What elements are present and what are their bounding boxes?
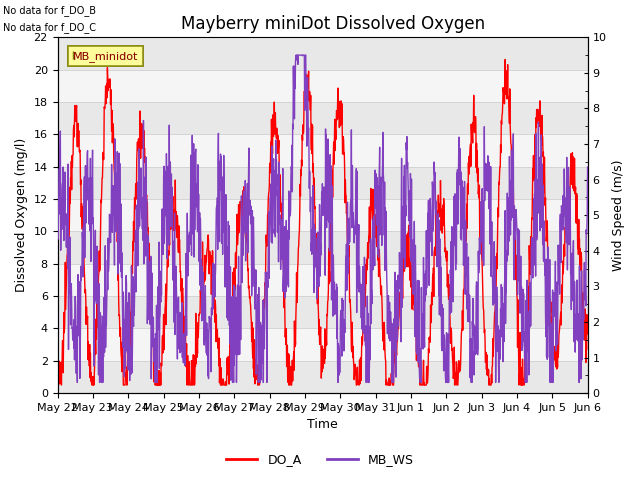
Bar bbox=[58, 199, 588, 231]
MB_WS bbox=[95, 281, 103, 287]
Line: DO_A: DO_A bbox=[58, 60, 588, 385]
Bar bbox=[58, 167, 588, 199]
Y-axis label: Wind Speed (m/s): Wind Speed (m/s) bbox=[612, 159, 625, 271]
MB_WS bbox=[356, 279, 364, 285]
Text: No data for f_DO_B: No data for f_DO_B bbox=[3, 5, 96, 16]
Title: Mayberry miniDot Dissolved Oxygen: Mayberry miniDot Dissolved Oxygen bbox=[181, 15, 485, 33]
Bar bbox=[58, 37, 588, 70]
DO_A bbox=[289, 357, 297, 362]
Bar bbox=[58, 134, 588, 167]
DO_A bbox=[501, 57, 509, 62]
Y-axis label: Dissolved Oxygen (mg/l): Dissolved Oxygen (mg/l) bbox=[15, 138, 28, 292]
MB_WS bbox=[116, 247, 124, 252]
Line: MB_WS: MB_WS bbox=[58, 55, 588, 383]
Bar bbox=[58, 361, 588, 393]
Text: No data for f_DO_C: No data for f_DO_C bbox=[3, 22, 96, 33]
MB_WS bbox=[292, 52, 300, 58]
Bar bbox=[58, 296, 588, 328]
DO_A bbox=[95, 274, 102, 279]
MB_WS bbox=[290, 90, 298, 96]
Bar bbox=[58, 264, 588, 296]
DO_A bbox=[54, 382, 61, 388]
MB_WS bbox=[54, 236, 61, 241]
Bar bbox=[58, 70, 588, 102]
DO_A bbox=[584, 314, 591, 320]
Bar bbox=[58, 328, 588, 361]
DO_A bbox=[278, 233, 286, 239]
MB_WS bbox=[584, 164, 591, 170]
Bar bbox=[58, 102, 588, 134]
DO_A bbox=[355, 382, 363, 388]
Legend: DO_A, MB_WS: DO_A, MB_WS bbox=[221, 448, 419, 471]
DO_A bbox=[116, 334, 124, 339]
MB_WS bbox=[279, 166, 287, 171]
MB_WS bbox=[74, 380, 81, 385]
MB_WS bbox=[300, 52, 307, 58]
DO_A bbox=[299, 122, 307, 128]
X-axis label: Time: Time bbox=[307, 419, 338, 432]
Legend: MB_minidot: MB_minidot bbox=[68, 47, 143, 66]
Bar bbox=[58, 231, 588, 264]
